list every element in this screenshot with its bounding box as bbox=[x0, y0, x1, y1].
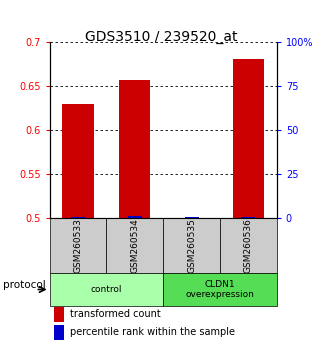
Bar bbox=[241, 217, 255, 218]
Bar bbox=[106, 218, 163, 273]
Bar bbox=[54, 307, 64, 321]
Text: GSM260533: GSM260533 bbox=[74, 218, 83, 273]
Bar bbox=[62, 104, 94, 218]
Bar bbox=[233, 59, 264, 218]
Bar bbox=[119, 80, 150, 218]
Text: protocol: protocol bbox=[3, 280, 46, 290]
Text: transformed count: transformed count bbox=[70, 309, 161, 319]
Bar bbox=[163, 273, 277, 306]
Bar bbox=[54, 325, 64, 339]
Text: GSM260534: GSM260534 bbox=[130, 218, 139, 273]
Text: percentile rank within the sample: percentile rank within the sample bbox=[70, 327, 235, 337]
Bar bbox=[50, 273, 163, 306]
Bar bbox=[220, 218, 277, 273]
Bar bbox=[50, 218, 106, 273]
Bar bbox=[163, 218, 220, 273]
Bar bbox=[128, 216, 142, 218]
Bar bbox=[71, 217, 85, 218]
Text: GSM260535: GSM260535 bbox=[187, 218, 196, 273]
Text: CLDN1
overexpression: CLDN1 overexpression bbox=[186, 280, 254, 299]
Text: GDS3510 / 239520_at: GDS3510 / 239520_at bbox=[85, 30, 238, 44]
Text: control: control bbox=[91, 285, 122, 294]
Text: GSM260536: GSM260536 bbox=[244, 218, 253, 273]
Bar bbox=[185, 217, 199, 218]
